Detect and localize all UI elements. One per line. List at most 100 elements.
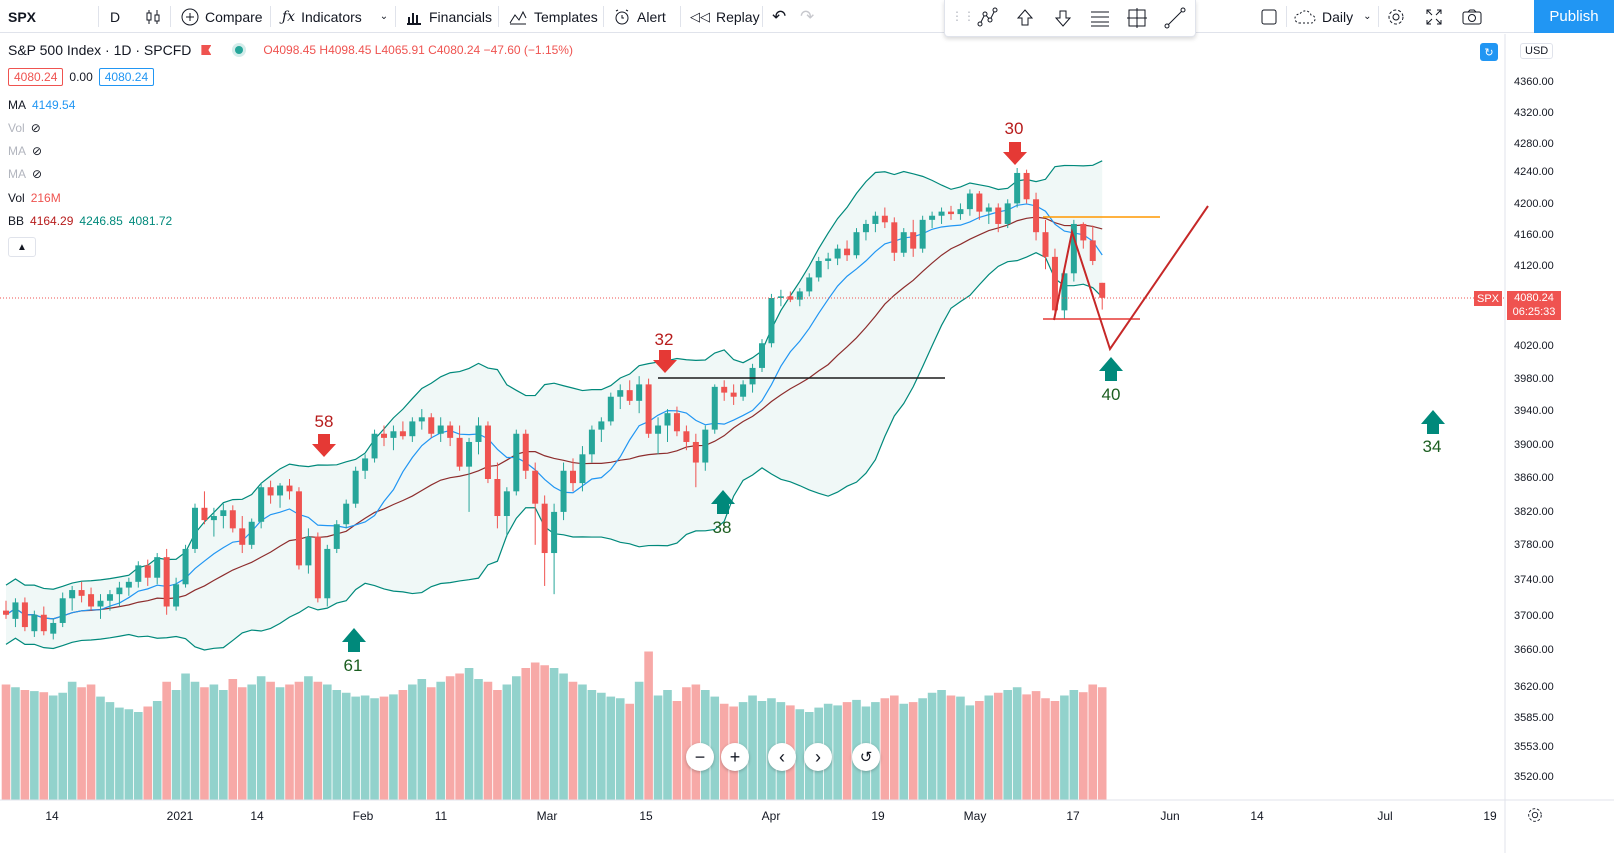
templates-button[interactable]: Templates bbox=[508, 0, 598, 33]
date-tick-label: 17 bbox=[1066, 809, 1080, 823]
candle-body bbox=[711, 386, 718, 430]
candle-body bbox=[456, 437, 463, 467]
fullscreen-button[interactable] bbox=[1425, 0, 1443, 33]
gear-icon bbox=[1528, 808, 1542, 822]
projection-path[interactable] bbox=[1053, 205, 1209, 352]
volume-bar bbox=[946, 695, 956, 800]
zoom-in-button[interactable]: + bbox=[721, 743, 749, 771]
undo-button[interactable]: ↶ bbox=[772, 0, 786, 33]
financials-label: Financials bbox=[429, 8, 493, 25]
arrow-down-icon[interactable] bbox=[1051, 6, 1075, 30]
candle-body bbox=[78, 590, 85, 596]
scroll-right-button[interactable]: › bbox=[804, 743, 832, 771]
candle-body bbox=[220, 510, 227, 517]
compare-button[interactable]: Compare bbox=[181, 0, 263, 33]
candle-body bbox=[560, 470, 567, 512]
candle-body bbox=[834, 248, 841, 259]
settings-button[interactable] bbox=[1386, 0, 1406, 33]
volume-bar bbox=[219, 690, 228, 800]
candle-body bbox=[343, 503, 350, 525]
publish-button[interactable]: Publish bbox=[1534, 0, 1614, 33]
horizontal-lines-icon[interactable] bbox=[1088, 6, 1112, 30]
indicators-button[interactable]: ƒx Indicators ⌄ bbox=[282, 0, 388, 33]
arrow-down-58-icon bbox=[312, 434, 336, 457]
trend-line-icon[interactable] bbox=[1163, 6, 1187, 30]
volume-legend[interactable]: Vol 216M bbox=[8, 191, 61, 205]
candle-body bbox=[352, 470, 359, 504]
replay-button[interactable]: ◁◁ Replay bbox=[690, 0, 760, 33]
interval-button[interactable]: D bbox=[110, 0, 120, 33]
drag-handle-icon[interactable]: ⋮⋮ bbox=[951, 9, 975, 23]
candle-body bbox=[286, 485, 293, 492]
ma3-hidden-legend[interactable]: MA ⊘ bbox=[8, 167, 42, 181]
flag-icon[interactable] bbox=[201, 45, 212, 55]
financials-button[interactable]: Financials bbox=[405, 0, 492, 33]
candle-body bbox=[21, 602, 28, 628]
ma-legend[interactable]: MA 4149.54 bbox=[8, 98, 75, 112]
date-tick-label: 15 bbox=[639, 809, 653, 823]
alert-button[interactable]: Alert bbox=[613, 0, 666, 33]
eye-crossed-icon[interactable]: ⊘ bbox=[32, 144, 43, 158]
volume-bar bbox=[757, 701, 767, 800]
vol-hidden-legend[interactable]: Vol ⊘ bbox=[8, 121, 41, 135]
annotation-58: 58 bbox=[314, 412, 334, 431]
price-tick-label: 4360.00 bbox=[1514, 76, 1554, 88]
bollinger-bands bbox=[6, 160, 1103, 650]
candle-body bbox=[248, 521, 255, 545]
candle-body bbox=[759, 343, 765, 368]
chart-style-button[interactable] bbox=[144, 0, 162, 33]
volume-bar bbox=[96, 696, 105, 800]
bb-legend[interactable]: BB 4164.29 4246.85 4081.72 bbox=[8, 214, 172, 228]
annotation-61: 61 bbox=[343, 656, 363, 675]
candle-body bbox=[418, 417, 425, 422]
symbol-search[interactable]: SPX bbox=[8, 0, 36, 33]
date-tick-label: 14 bbox=[250, 809, 264, 823]
annotation-38: 38 bbox=[712, 518, 732, 537]
node-pattern-icon[interactable] bbox=[975, 6, 999, 30]
volume-bar bbox=[237, 687, 247, 800]
chevron-right-icon: › bbox=[815, 746, 821, 767]
zoom-out-button[interactable]: − bbox=[686, 743, 714, 771]
candle-body bbox=[683, 431, 690, 442]
reset-chart-button[interactable]: ↺ bbox=[852, 743, 880, 771]
ma2-hidden-legend[interactable]: MA ⊘ bbox=[8, 144, 42, 158]
fullscreen-layout-button[interactable] bbox=[1260, 0, 1278, 33]
auto-scale-button[interactable]: ↻ bbox=[1480, 43, 1498, 61]
volume-bar bbox=[341, 692, 351, 800]
redo-button[interactable]: ↷ bbox=[800, 0, 814, 33]
volume-bar bbox=[417, 679, 427, 800]
collapse-legend-button[interactable]: ▲ bbox=[8, 237, 36, 257]
candle-body bbox=[1051, 256, 1058, 311]
volume-bar bbox=[30, 691, 39, 800]
drawings[interactable] bbox=[0, 142, 1505, 652]
eye-crossed-icon[interactable]: ⊘ bbox=[30, 121, 41, 135]
symbol-title[interactable]: S&P 500 Index · 1D · SPCFD bbox=[8, 42, 192, 58]
crosshair-box-icon[interactable] bbox=[1125, 6, 1149, 30]
volume-bar bbox=[672, 701, 682, 800]
interval-label: D bbox=[110, 8, 121, 25]
chevron-down-icon: ⌄ bbox=[379, 11, 389, 22]
bb-label: BB bbox=[8, 214, 25, 228]
chart-settings-button[interactable] bbox=[1526, 806, 1544, 829]
bb-basis-line bbox=[5, 216, 1103, 620]
candle-body bbox=[749, 367, 756, 385]
arrow-up-icon[interactable] bbox=[1013, 6, 1037, 30]
eye-crossed-icon[interactable]: ⊘ bbox=[32, 167, 43, 181]
timeframe-dropdown[interactable]: Daily ⌄ bbox=[1294, 0, 1372, 33]
candle-body bbox=[447, 425, 454, 438]
currency-badge[interactable]: USD bbox=[1520, 43, 1554, 59]
volume-bar bbox=[1088, 684, 1098, 800]
volume-bar bbox=[389, 694, 398, 800]
bid-price[interactable]: 4080.24 bbox=[8, 68, 64, 86]
bb-upper-value: 4246.85 bbox=[79, 214, 123, 228]
volume-bar bbox=[323, 684, 332, 800]
candle-body bbox=[844, 248, 851, 256]
symbol-legend: S&P 500 Index · 1D · SPCFD O4098.45 H409… bbox=[8, 42, 573, 58]
bb-lower-value: 4081.72 bbox=[128, 214, 173, 228]
scroll-left-button[interactable]: ‹ bbox=[768, 743, 796, 771]
snapshot-button[interactable] bbox=[1461, 0, 1483, 33]
arrow-up-34-icon bbox=[1421, 410, 1445, 434]
chevron-left-icon: ‹ bbox=[779, 746, 785, 767]
ask-price[interactable]: 4080.24 bbox=[98, 68, 155, 86]
